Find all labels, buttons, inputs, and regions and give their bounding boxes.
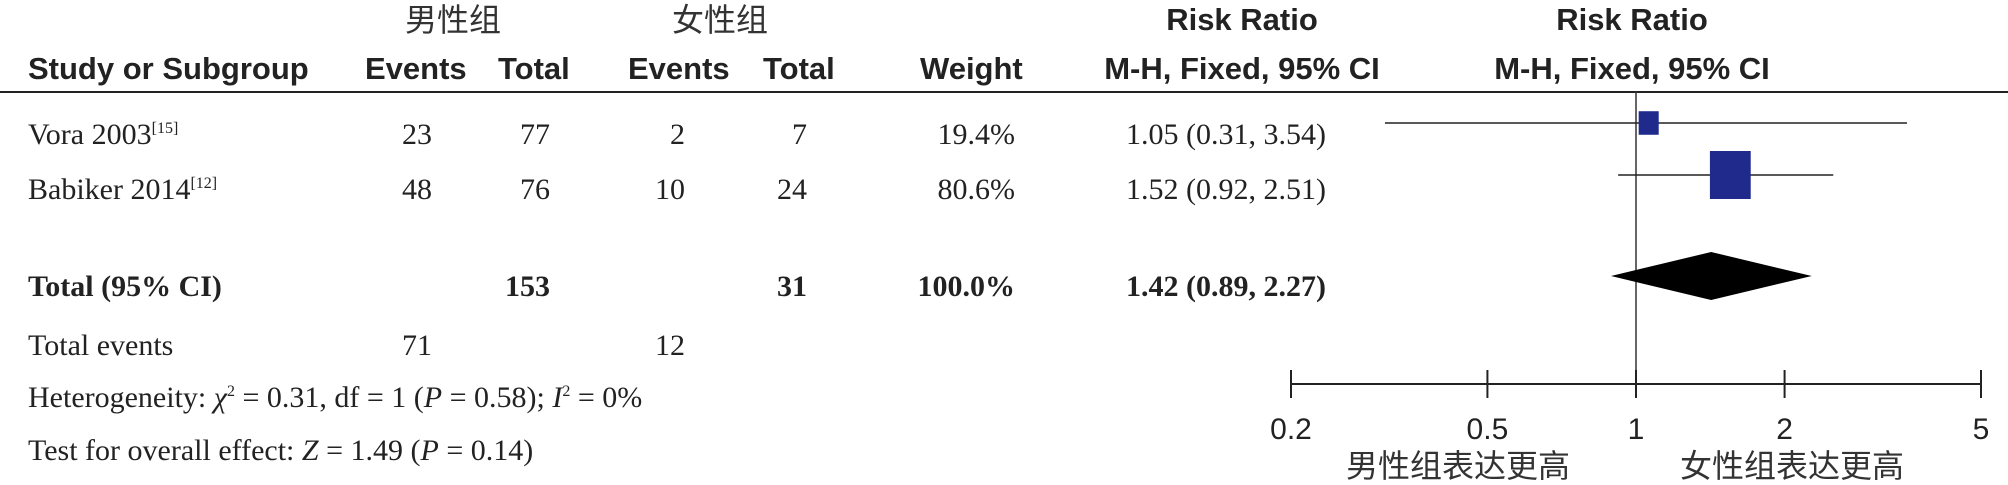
study-total2: 7 bbox=[792, 118, 807, 151]
x-tick-label: 1 bbox=[1628, 413, 1645, 446]
pooled-diamond bbox=[1611, 252, 1812, 300]
col-weight-header: Weight bbox=[920, 51, 1023, 86]
rr-title-left: Risk Ratio bbox=[1166, 2, 1318, 37]
study-total1: 76 bbox=[520, 173, 550, 206]
total-ci-text: 1.42 (0.89, 2.27) bbox=[1126, 270, 1326, 303]
total-label: Total (95% CI) bbox=[28, 270, 222, 303]
heterogeneity-text: Heterogeneity: χ2 = 0.31, df = 1 (P = 0.… bbox=[28, 381, 643, 414]
x-tick-label: 5 bbox=[1973, 413, 1990, 446]
study-ci-text: 1.52 (0.92, 2.51) bbox=[1126, 173, 1326, 206]
col-events1-header: Events bbox=[365, 51, 467, 86]
col-study-header: Study or Subgroup bbox=[28, 51, 309, 86]
total-total1: 153 bbox=[505, 270, 550, 303]
x-tick-label: 0.5 bbox=[1467, 413, 1509, 446]
group2-header: 女性组 bbox=[672, 1, 769, 39]
col-total2-header: Total bbox=[763, 51, 835, 86]
total-total2: 31 bbox=[777, 270, 807, 303]
study-total1: 77 bbox=[520, 118, 550, 151]
study-weight: 19.4% bbox=[937, 118, 1016, 151]
x-tick-label: 2 bbox=[1776, 413, 1793, 446]
col-total1-header: Total bbox=[498, 51, 570, 86]
col-method-left-header: M-H, Fixed, 95% CI bbox=[1104, 51, 1380, 86]
study-events2: 2 bbox=[670, 118, 685, 151]
study-total2: 24 bbox=[777, 173, 807, 206]
study-estimate-marker bbox=[1638, 111, 1659, 135]
group1-header: 男性组 bbox=[405, 1, 502, 39]
study-estimate-marker bbox=[1709, 151, 1751, 199]
overall-effect-text: Test for overall effect: Z = 1.49 (P = 0… bbox=[28, 434, 534, 467]
total-events2: 12 bbox=[655, 329, 685, 362]
favours-left-label: 男性组表达更高 bbox=[1346, 447, 1571, 485]
study-name: Vora 2003[15] bbox=[28, 118, 179, 151]
total-weight: 100.0% bbox=[917, 270, 1016, 303]
total-events-label: Total events bbox=[28, 329, 174, 362]
study-weight: 80.6% bbox=[937, 173, 1016, 206]
study-name: Babiker 2014[12] bbox=[28, 173, 218, 206]
total-events1: 71 bbox=[402, 329, 432, 362]
favours-right-label: 女性组表达更高 bbox=[1680, 447, 1905, 485]
rr-title-right: Risk Ratio bbox=[1556, 2, 1708, 37]
study-ci-text: 1.05 (0.31, 3.54) bbox=[1126, 118, 1326, 151]
header-rule bbox=[0, 91, 2008, 93]
col-events2-header: Events bbox=[628, 51, 730, 86]
study-events1: 48 bbox=[402, 173, 432, 206]
study-events2: 10 bbox=[655, 173, 685, 206]
x-tick-label: 0.2 bbox=[1270, 413, 1312, 446]
study-events1: 23 bbox=[402, 118, 432, 151]
col-method-right-header: M-H, Fixed, 95% CI bbox=[1494, 51, 1770, 86]
